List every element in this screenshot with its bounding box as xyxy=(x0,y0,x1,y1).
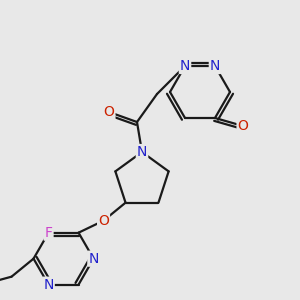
Text: N: N xyxy=(44,278,54,292)
Text: N: N xyxy=(180,59,190,73)
Text: F: F xyxy=(44,226,52,240)
Text: O: O xyxy=(238,119,248,133)
Text: N: N xyxy=(88,252,99,266)
Text: O: O xyxy=(98,214,109,228)
Text: N: N xyxy=(137,145,147,159)
Text: O: O xyxy=(103,105,114,119)
Text: N: N xyxy=(210,59,220,73)
